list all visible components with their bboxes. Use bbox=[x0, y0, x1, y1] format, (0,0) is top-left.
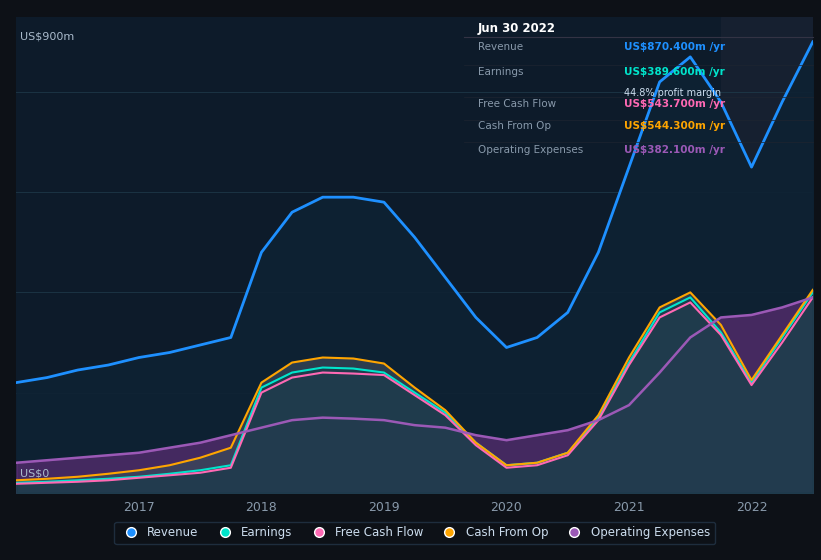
Text: US$543.700m /yr: US$543.700m /yr bbox=[624, 99, 726, 109]
Text: US$389.600m /yr: US$389.600m /yr bbox=[624, 67, 725, 77]
Legend: Revenue, Earnings, Free Cash Flow, Cash From Op, Operating Expenses: Revenue, Earnings, Free Cash Flow, Cash … bbox=[114, 521, 715, 544]
Text: US$0: US$0 bbox=[21, 469, 49, 478]
Text: Free Cash Flow: Free Cash Flow bbox=[478, 99, 556, 109]
Text: Revenue: Revenue bbox=[478, 41, 523, 52]
Text: US$900m: US$900m bbox=[21, 31, 75, 41]
Text: US$544.300m /yr: US$544.300m /yr bbox=[624, 122, 726, 132]
Text: Earnings: Earnings bbox=[478, 67, 523, 77]
Bar bbox=[721, 17, 813, 493]
Text: US$382.100m /yr: US$382.100m /yr bbox=[624, 145, 725, 155]
Text: Operating Expenses: Operating Expenses bbox=[478, 145, 583, 155]
Text: 44.8% profit margin: 44.8% profit margin bbox=[624, 88, 722, 98]
Text: Jun 30 2022: Jun 30 2022 bbox=[478, 22, 556, 35]
Text: US$870.400m /yr: US$870.400m /yr bbox=[624, 41, 726, 52]
Text: Cash From Op: Cash From Op bbox=[478, 122, 551, 132]
